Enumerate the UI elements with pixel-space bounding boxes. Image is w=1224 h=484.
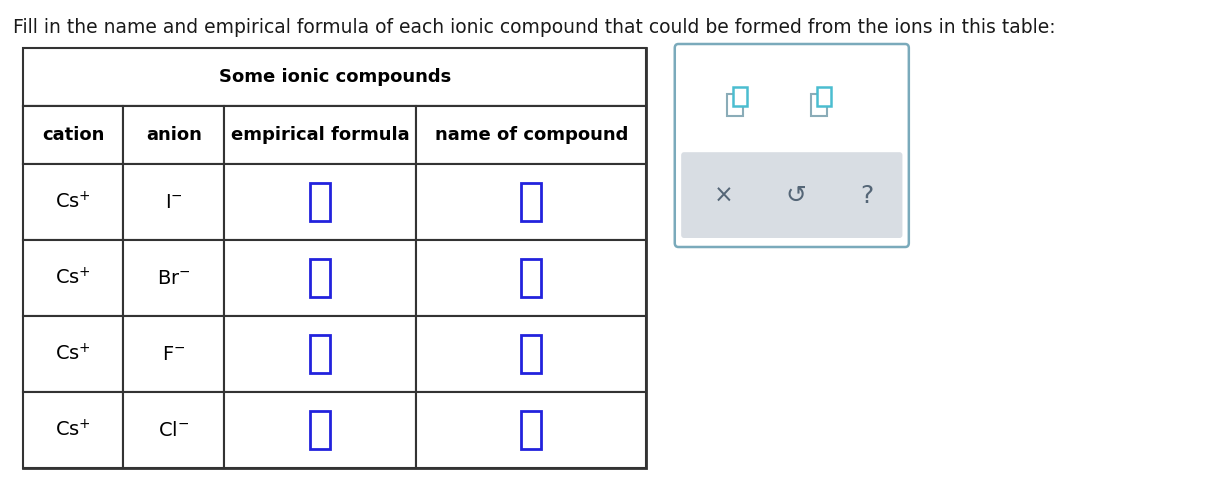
Text: ×: × <box>714 183 733 208</box>
Bar <box>124 240 224 316</box>
Bar <box>224 106 416 164</box>
Bar <box>310 259 330 297</box>
Bar <box>310 183 330 221</box>
Bar <box>23 316 124 392</box>
Text: cation: cation <box>42 126 104 144</box>
Bar <box>224 392 416 468</box>
Text: Fill in the name and empirical formula of each ionic compound that could be form: Fill in the name and empirical formula o… <box>12 18 1055 37</box>
Bar <box>224 316 416 392</box>
FancyBboxPatch shape <box>674 44 909 247</box>
Text: anion: anion <box>146 126 202 144</box>
Bar <box>23 48 646 106</box>
Bar <box>416 392 646 468</box>
Text: Br$^{-}$: Br$^{-}$ <box>157 269 191 287</box>
Bar <box>224 240 416 316</box>
Bar <box>416 106 646 164</box>
Bar <box>733 87 747 106</box>
Bar <box>416 164 646 240</box>
Bar <box>124 164 224 240</box>
Bar <box>310 335 330 373</box>
Text: Cs$^{+}$: Cs$^{+}$ <box>55 343 91 364</box>
Bar <box>818 87 831 106</box>
Text: ↺: ↺ <box>786 183 807 208</box>
Bar <box>23 240 124 316</box>
Bar <box>23 106 646 164</box>
Bar <box>727 94 743 116</box>
Bar <box>23 392 124 468</box>
Bar <box>416 240 646 316</box>
Bar <box>23 106 124 164</box>
Text: F$^{-}$: F$^{-}$ <box>162 345 185 363</box>
FancyBboxPatch shape <box>682 152 902 238</box>
Text: Cs$^{+}$: Cs$^{+}$ <box>55 191 91 212</box>
Bar <box>521 411 541 449</box>
Text: ?: ? <box>860 183 873 208</box>
Bar <box>224 164 416 240</box>
Text: I$^{-}$: I$^{-}$ <box>165 193 182 212</box>
Text: name of compound: name of compound <box>435 126 628 144</box>
Bar <box>23 48 646 468</box>
Bar <box>521 335 541 373</box>
Bar <box>416 316 646 392</box>
Text: Cl$^{-}$: Cl$^{-}$ <box>158 421 190 439</box>
Text: Cs$^{+}$: Cs$^{+}$ <box>55 267 91 288</box>
Bar <box>310 411 330 449</box>
Text: Cs$^{+}$: Cs$^{+}$ <box>55 419 91 440</box>
Bar <box>23 164 124 240</box>
Bar <box>810 94 827 116</box>
Bar <box>124 106 224 164</box>
Bar <box>521 259 541 297</box>
Bar <box>521 183 541 221</box>
Text: empirical formula: empirical formula <box>230 126 409 144</box>
Bar <box>124 316 224 392</box>
Text: Some ionic compounds: Some ionic compounds <box>219 68 450 86</box>
Bar <box>124 392 224 468</box>
